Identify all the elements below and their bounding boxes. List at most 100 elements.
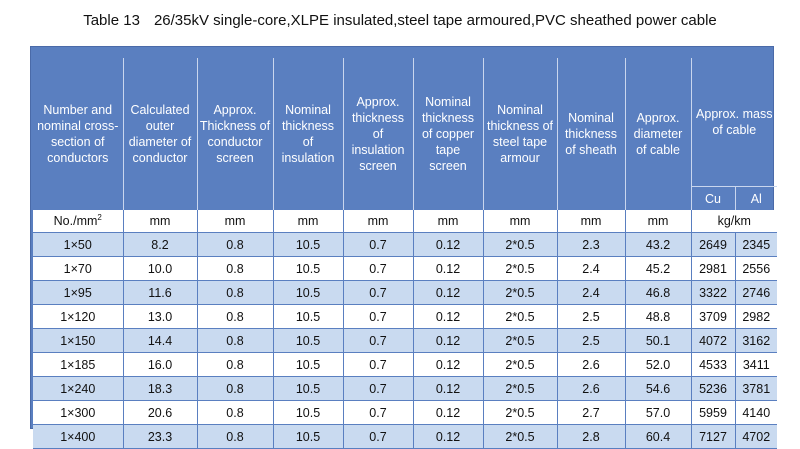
table-cell: 4072 bbox=[691, 328, 736, 353]
header-insulation-thickness: Nominal thickness of insulation bbox=[273, 58, 344, 210]
table-cell: 0.12 bbox=[413, 304, 484, 329]
table-cell: 18.3 bbox=[123, 376, 198, 401]
table-cell: 0.8 bbox=[197, 424, 274, 449]
table-cell: 43.2 bbox=[625, 232, 692, 257]
table-cell: 0.12 bbox=[413, 376, 484, 401]
table-cell: 10.5 bbox=[273, 376, 344, 401]
table-cell: 0.7 bbox=[343, 304, 414, 329]
table-cell: 2*0.5 bbox=[483, 376, 558, 401]
unit-cell: mm bbox=[625, 210, 692, 233]
table-cell: 5959 bbox=[691, 400, 736, 425]
table-cell: 1×300 bbox=[33, 400, 124, 425]
header-sheath: Nominal thickness of sheath bbox=[557, 58, 626, 210]
subheader-row: Cu Al bbox=[33, 186, 778, 210]
table-cell: 46.8 bbox=[625, 280, 692, 305]
unit-text: No./mm bbox=[53, 214, 98, 229]
table-cell: 48.8 bbox=[625, 304, 692, 329]
table-cell: 0.7 bbox=[343, 232, 414, 257]
table-row: 1×50 8.2 0.8 10.5 0.7 0.12 2*0.5 2.3 43.2 2649 234… bbox=[33, 232, 778, 257]
table-cell: 0.7 bbox=[343, 400, 414, 425]
table-cell: 1×120 bbox=[33, 304, 124, 329]
table-cell: 0.8 bbox=[197, 256, 274, 281]
header-cable-mass: Approx. mass of cable bbox=[696, 107, 773, 137]
table-caption: 26/35kV single-core,XLPE insulated,steel… bbox=[153, 12, 717, 29]
table-row: 1×185 16.0 0.8 10.5 0.7 0.12 2*0.5 2.6 52.0 4533 3… bbox=[33, 352, 778, 377]
table-cell: 2.3 bbox=[557, 232, 626, 257]
table-cell: 2.5 bbox=[557, 304, 626, 329]
table-cell: 2345 bbox=[735, 232, 778, 257]
table-cell: 0.8 bbox=[197, 280, 274, 305]
table-cell: 2556 bbox=[735, 256, 778, 281]
table-cell: 1×70 bbox=[33, 256, 124, 281]
table-row: 1×120 13.0 0.8 10.5 0.7 0.12 2*0.5 2.5 48.8 3709 2… bbox=[33, 304, 778, 329]
table-cell: 5236 bbox=[691, 376, 736, 401]
table-cell: 10.5 bbox=[273, 304, 344, 329]
table-row: 1×300 20.6 0.8 10.5 0.7 0.12 2*0.5 2.7 57.0 5959 4… bbox=[33, 400, 778, 425]
table-cell: 0.12 bbox=[413, 280, 484, 305]
table-cell: 0.8 bbox=[197, 328, 274, 353]
table-cell: 3709 bbox=[691, 304, 736, 329]
table-cell: 3162 bbox=[735, 328, 778, 353]
table-cell: 1×50 bbox=[33, 232, 124, 257]
cable-spec-table-frame: Number and nominal cross-section of cond… bbox=[30, 46, 778, 449]
unit-cell: mm bbox=[557, 210, 626, 233]
unit-cell: mm bbox=[123, 210, 198, 233]
table-cell: 2.6 bbox=[557, 352, 626, 377]
unit-superscript: 2 bbox=[97, 213, 102, 223]
table-cell: 2*0.5 bbox=[483, 280, 558, 305]
header-conductor-screen: Approx. Thickness of conductor screen bbox=[197, 58, 274, 210]
table-cell: 3322 bbox=[691, 280, 736, 305]
table-cell: 0.7 bbox=[343, 280, 414, 305]
table-cell: 20.6 bbox=[123, 400, 198, 425]
header-insulation-screen: Approx. thickness of insulation screen bbox=[343, 58, 414, 210]
table-cell: 2*0.5 bbox=[483, 304, 558, 329]
subheader-cu: Cu bbox=[691, 186, 736, 210]
table-cell: 1×150 bbox=[33, 328, 124, 353]
table-cell: 45.2 bbox=[625, 256, 692, 281]
subheader-al: Al bbox=[735, 186, 778, 210]
table-cell: 54.6 bbox=[625, 376, 692, 401]
table-cell: 2*0.5 bbox=[483, 424, 558, 449]
unit-cell: mm bbox=[197, 210, 274, 233]
table-cell: 0.8 bbox=[197, 304, 274, 329]
table-cell: 4702 bbox=[735, 424, 778, 449]
table-cell: 7127 bbox=[691, 424, 736, 449]
table-cell: 0.7 bbox=[343, 256, 414, 281]
table-cell: 2.7 bbox=[557, 400, 626, 425]
table-cell: 10.5 bbox=[273, 328, 344, 353]
table-cell: 2*0.5 bbox=[483, 400, 558, 425]
table-cell: 0.7 bbox=[343, 328, 414, 353]
table-cell: 52.0 bbox=[625, 352, 692, 377]
table-cell: 0.8 bbox=[197, 352, 274, 377]
table-cell: 10.0 bbox=[123, 256, 198, 281]
cable-spec-table: Number and nominal cross-section of cond… bbox=[33, 58, 778, 449]
table-cell: 8.2 bbox=[123, 232, 198, 257]
table-row: 1×150 14.4 0.8 10.5 0.7 0.12 2*0.5 2.5 50.1 4072 3… bbox=[33, 328, 778, 353]
table-cell: 23.3 bbox=[123, 424, 198, 449]
table-row: 1×95 11.6 0.8 10.5 0.7 0.12 2*0.5 2.4 46.8 3322 27… bbox=[33, 280, 778, 305]
table-cell: 60.4 bbox=[625, 424, 692, 449]
table-cell: 2.4 bbox=[557, 280, 626, 305]
table-cell: 2982 bbox=[735, 304, 778, 329]
table-cell: 10.5 bbox=[273, 424, 344, 449]
header-cable-diameter: Approx. diameter of cable bbox=[625, 58, 692, 210]
table-cell: 1×185 bbox=[33, 352, 124, 377]
unit-cell: kg/km bbox=[691, 210, 778, 233]
table-cell: 2*0.5 bbox=[483, 352, 558, 377]
table-cell: 0.12 bbox=[413, 352, 484, 377]
table-cell: 0.12 bbox=[413, 328, 484, 353]
table-cell: 11.6 bbox=[123, 280, 198, 305]
table-cell: 2.5 bbox=[557, 328, 626, 353]
table-cell: 1×95 bbox=[33, 280, 124, 305]
header-row: Number and nominal cross-section of cond… bbox=[33, 58, 777, 210]
header-steel-tape: Nominal thickness of steel tape armour bbox=[483, 58, 558, 210]
table-cell: 2649 bbox=[691, 232, 736, 257]
table-cell: 0.8 bbox=[197, 232, 274, 257]
table-cell: 3411 bbox=[735, 352, 778, 377]
table-cell: 10.5 bbox=[273, 256, 344, 281]
table-cell: 4533 bbox=[691, 352, 736, 377]
table-cell: 10.5 bbox=[273, 400, 344, 425]
table-row: 1×240 18.3 0.8 10.5 0.7 0.12 2*0.5 2.6 54.6 5236 3… bbox=[33, 376, 778, 401]
table-cell: 0.7 bbox=[343, 352, 414, 377]
table-cell: 0.7 bbox=[343, 376, 414, 401]
